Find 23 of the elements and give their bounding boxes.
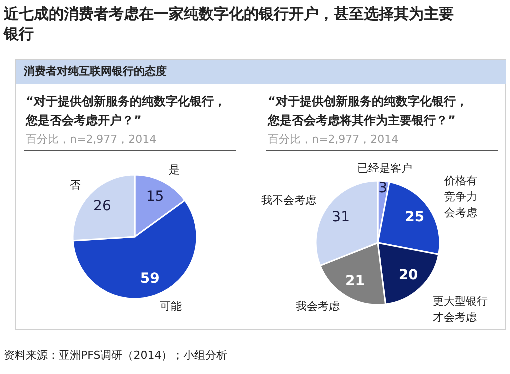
slice-label: 我会考虑 <box>296 300 340 314</box>
chart-subtitle: 百分比，n=2,977，2014 <box>268 133 399 146</box>
text: 资料来源：亚洲PFS调研（2014）；小组分析 <box>4 349 228 362</box>
slice-label: 更大型银行才会考虑 <box>433 294 488 324</box>
text: 消费者对纯互联网银行的态度 <box>23 65 167 78</box>
chart-title: “对于提供创新服务的纯数字化银行，您是否会考虑开户？” <box>25 94 226 128</box>
slice-label: 我不会考虑 <box>261 194 316 208</box>
data-label: 15 <box>146 189 164 206</box>
slice-label: 否 <box>70 179 81 192</box>
data-label: 26 <box>94 198 112 214</box>
slice-label: 已经是客户 <box>358 162 412 175</box>
data-label: 59 <box>140 270 160 287</box>
slice-label: 价格有竞争力会考虑 <box>444 174 478 220</box>
data-label: 25 <box>405 210 425 226</box>
data-label: 3 <box>378 180 388 197</box>
text: 近七成的消费者考虑在一家纯数字化的银行开户，甚至选择其为主要银行 <box>3 5 454 44</box>
data-label: 31 <box>332 210 350 226</box>
slice-label: 是 <box>168 164 180 177</box>
chart-title: “对于提供创新服务的纯数字化银行，您是否会考虑将其作为主要银行？” <box>267 94 468 128</box>
data-label: 21 <box>346 273 366 290</box>
slice-label: 可能 <box>160 300 182 314</box>
chart-subtitle: 百分比，n=2,977，2014 <box>26 133 157 146</box>
data-label: 20 <box>398 267 419 284</box>
